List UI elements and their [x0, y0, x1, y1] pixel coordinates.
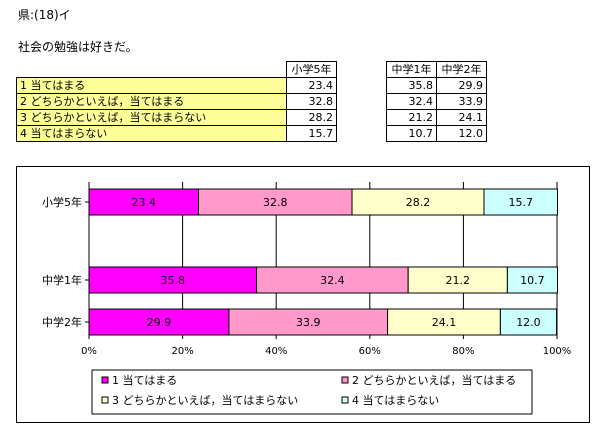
legend-swatch: [101, 396, 109, 404]
question-text: 社会の勉強は好きだ。: [18, 40, 138, 54]
data-label: 32.8: [263, 196, 288, 209]
page-title: 県:(18)イ: [18, 8, 71, 22]
col-header-j1: 中学1年: [386, 61, 437, 78]
category-label: 中学1年: [42, 273, 82, 287]
cell-value: 15.7: [286, 125, 337, 142]
bar-segment: [483, 188, 558, 216]
data-label: 23.4: [132, 196, 157, 209]
table-gap: [337, 62, 387, 78]
row-label: 1 当てはまる: [16, 77, 287, 94]
bar-segment: [198, 188, 353, 216]
legend-label: 1 当てはまる: [112, 373, 177, 387]
table-row: 3 どちらかといえば，当てはまらない 28.2 21.2 24.1: [16, 109, 487, 126]
cell-value: 12.0: [436, 125, 487, 142]
row-label: 3 どちらかといえば，当てはまらない: [16, 109, 287, 126]
legend-label: 4 当てはまらない: [352, 393, 439, 407]
x-tick-label: 100%: [543, 346, 572, 357]
x-tick-label: 0%: [81, 346, 97, 357]
legend-swatch: [101, 376, 109, 384]
data-label: 12.0: [516, 316, 541, 329]
legend-box: [91, 369, 533, 415]
x-tick-label: 60%: [359, 346, 381, 357]
cell-value: 24.1: [436, 109, 487, 126]
x-tick-label: 80%: [452, 346, 474, 357]
x-tick-label: 20%: [171, 346, 193, 357]
table-row: 2 どちらかといえば，当てはまる 32.8 32.4 33.9: [16, 93, 487, 110]
table-row: 4 当てはまらない 15.7 10.7 12.0: [16, 125, 487, 142]
category-label: 小学5年: [42, 195, 82, 209]
cell-value: 10.7: [386, 125, 437, 142]
bar-segment: [351, 188, 485, 216]
table-corner: [17, 62, 287, 78]
bar-segment: [387, 308, 501, 336]
stacked-bar-chart: 0% 20% 40% 60% 80% 100% 小学5年 23.4 32.8 28.2 15.7 中学…: [42, 182, 572, 415]
bar-segment: [88, 188, 200, 216]
data-label: 15.7: [508, 196, 533, 209]
table-row: 1 当てはまる 23.4 35.8 29.9: [16, 77, 487, 94]
table-gap: [337, 78, 387, 94]
cell-value: 35.8: [386, 77, 437, 94]
cell-value: 33.9: [436, 93, 487, 110]
bar-segment: [228, 308, 389, 336]
cell-value: 21.2: [386, 109, 437, 126]
data-label: 21.2: [446, 274, 471, 287]
table-gap: [337, 110, 387, 126]
cell-value: 29.9: [436, 77, 487, 94]
bar-segment: [499, 308, 558, 336]
table-header-row: 小学5年 中学1年 中学2年: [17, 61, 487, 78]
data-label: 24.1: [432, 316, 457, 329]
data-label: 33.9: [296, 316, 321, 329]
cell-value: 23.4: [286, 77, 337, 94]
chart-frame: 0% 20% 40% 60% 80% 100% 小学5年 23.4 32.8 28.2 15.7 中学…: [16, 166, 590, 423]
cell-value: 32.4: [386, 93, 437, 110]
col-header-j2: 中学2年: [436, 61, 487, 78]
bar-segment: [88, 266, 258, 294]
bar-segment: [256, 266, 409, 294]
category-label: 中学2年: [42, 315, 82, 329]
x-tick-label: 40%: [265, 346, 287, 357]
data-label: 10.7: [520, 274, 545, 287]
legend-label: 3 どちらかといえば，当てはまらない: [112, 393, 298, 407]
data-label: 35.8: [161, 274, 186, 287]
bar-segment: [88, 308, 230, 336]
legend-swatch: [341, 376, 349, 384]
legend-label: 2 どちらかといえば，当てはまる: [352, 373, 516, 387]
data-label: 28.2: [406, 196, 431, 209]
data-table: 小学5年 中学1年 中学2年 1 当てはまる 23.4 35.8 29.9 2 …: [16, 61, 487, 142]
cell-value: 28.2: [286, 109, 337, 126]
row-label: 2 どちらかといえば，当てはまる: [16, 93, 287, 110]
legend-swatch: [341, 396, 349, 404]
table-gap: [337, 94, 387, 110]
data-label: 29.9: [147, 316, 172, 329]
cell-value: 32.8: [286, 93, 337, 110]
bar-segment: [407, 266, 508, 294]
row-label: 4 当てはまらない: [16, 125, 287, 142]
bar-segment: [506, 266, 558, 294]
table-gap: [337, 126, 387, 142]
data-label: 32.4: [320, 274, 345, 287]
col-header-g5: 小学5年: [286, 61, 337, 78]
